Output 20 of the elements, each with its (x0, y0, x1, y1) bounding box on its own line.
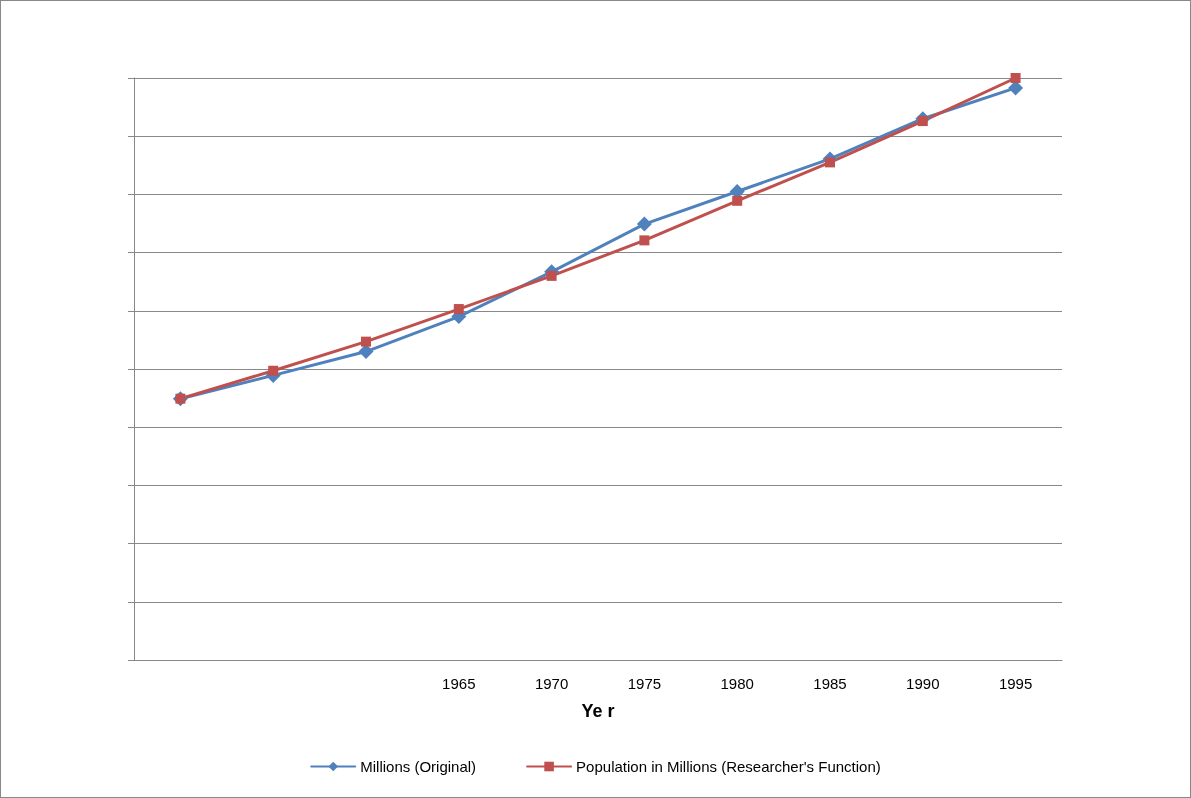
point (546, 270, 557, 281)
point (732, 195, 743, 206)
x-tick-label: 1995 (998, 675, 1033, 692)
x-tick-label: 1985 (813, 675, 847, 692)
point (1010, 73, 1021, 83)
point (636, 216, 652, 232)
x-tick-label: 1980 (720, 675, 754, 692)
legend-label: Population in Millions (Researcher's Function) (576, 758, 881, 775)
point (358, 344, 374, 360)
x-tick-label: 1965 (442, 675, 476, 692)
legend-label: Millions (Original) (360, 758, 477, 775)
point (361, 336, 371, 347)
point (639, 235, 650, 246)
x-tick-label: 1970 (534, 675, 569, 692)
x-tick-label: 1990 (906, 675, 940, 692)
x-tick-label: 1975 (627, 675, 662, 692)
point (268, 365, 279, 376)
x-axis-title: Ye r (581, 701, 615, 721)
point (453, 304, 464, 315)
point (825, 157, 835, 168)
